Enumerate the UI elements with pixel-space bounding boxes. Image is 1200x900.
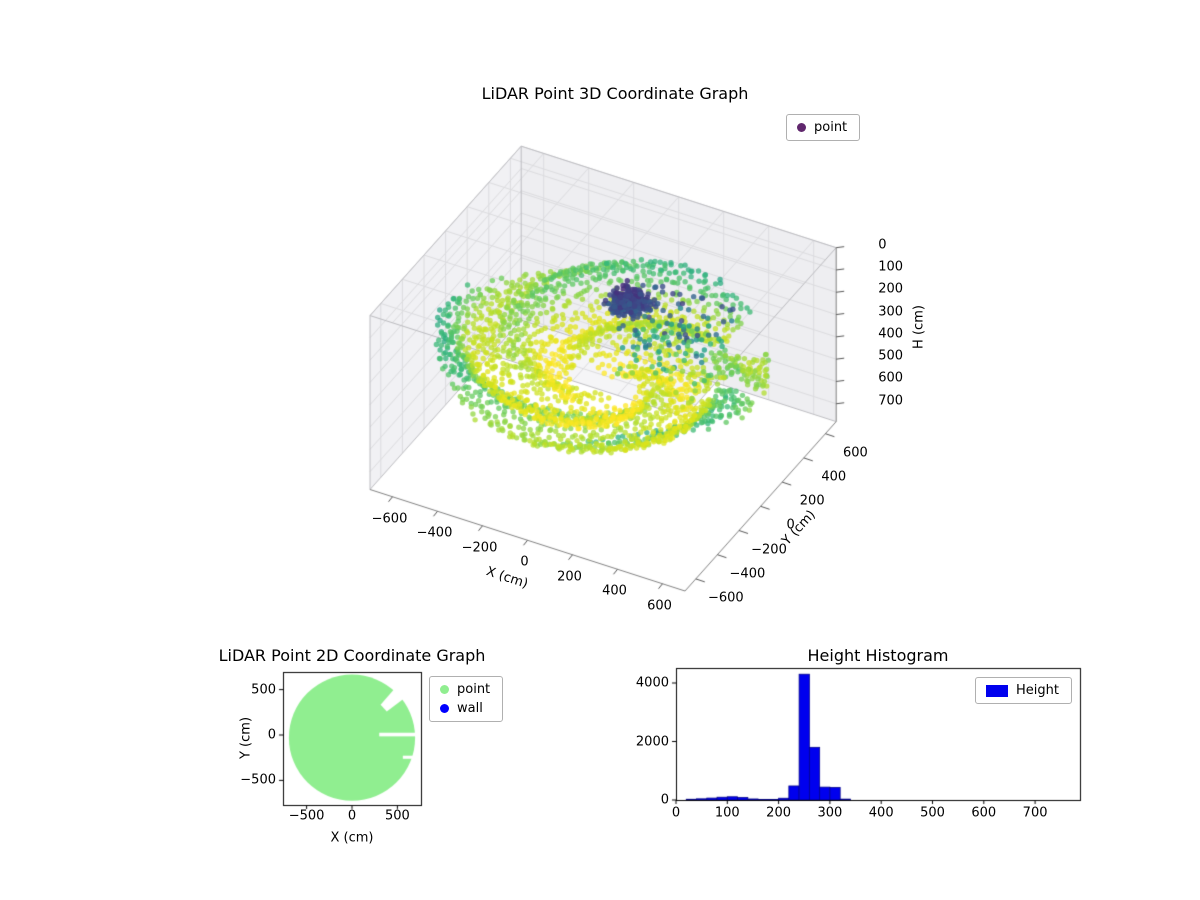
hist-x-tick-label: 200 — [766, 805, 792, 821]
3d-y-tick-label: −600 — [707, 590, 744, 606]
2d-y-tick-label: 0 — [267, 727, 276, 743]
legend-label-point-3d: point — [814, 120, 848, 135]
2d-y-tick-label: 500 — [251, 682, 276, 698]
3d-h-tick-label: 200 — [878, 281, 904, 297]
3d-h-tick-label: 600 — [878, 370, 904, 386]
3d-h-tick-label: 400 — [878, 326, 904, 342]
hist-x-tick-label: 400 — [868, 805, 894, 821]
axis-label-x-2d: X (cm) — [330, 830, 374, 846]
legend-entry-height: Height — [986, 683, 1059, 698]
legend-label-height: Height — [1016, 683, 1059, 698]
chart-title-3d: LiDAR Point 3D Coordinate Graph — [481, 84, 749, 103]
hist-y-tick-label: 0 — [660, 792, 669, 808]
height-swatch-icon — [986, 684, 1008, 697]
3d-y-tick-label: 400 — [821, 469, 847, 485]
3d-y-tick-label: 200 — [799, 493, 825, 509]
hist-y-tick-label: 2000 — [635, 734, 669, 749]
3d-h-tick-label: 700 — [878, 393, 904, 409]
2d-x-tick-label: 500 — [384, 808, 410, 824]
3d-x-tick-label: −600 — [371, 511, 408, 527]
3d-h-tick-label: 100 — [878, 259, 904, 275]
hist-y-tick-label: 4000 — [635, 675, 669, 691]
hist-x-tick-label: 0 — [671, 805, 681, 821]
3d-y-tick-label: 600 — [842, 445, 868, 461]
3d-y-tick-label: −200 — [751, 542, 787, 557]
3d-h-tick-label: 500 — [878, 348, 904, 364]
hist-x-tick-label: 100 — [714, 805, 740, 821]
legend-2d: point wall — [429, 676, 504, 722]
axis-label-y-2d: Y (cm) — [238, 716, 254, 760]
3d-x-tick-label: 0 — [520, 554, 529, 570]
legend-3d: point — [786, 114, 861, 141]
chart-title-2d: LiDAR Point 2D Coordinate Graph — [218, 646, 486, 665]
hist-x-tick-label: 300 — [817, 805, 843, 821]
3d-x-tick-label: 200 — [557, 569, 582, 585]
legend-label-wall-2d: wall — [457, 701, 483, 716]
legend-entry-point-3d: point — [797, 120, 847, 135]
3d-y-tick-label: 0 — [786, 517, 795, 533]
legend-entry-point-2d: point — [440, 682, 490, 697]
legend-label-point-2d: point — [457, 682, 491, 697]
point-marker-icon — [797, 123, 806, 132]
point-marker-icon — [440, 685, 449, 694]
legend-entry-wall-2d: wall — [440, 701, 490, 716]
2d-x-tick-label: 0 — [347, 808, 357, 824]
3d-h-tick-label: 0 — [878, 237, 887, 253]
3d-x-tick-label: −400 — [416, 525, 453, 541]
3d-x-tick-label: 600 — [647, 598, 672, 614]
chart-title-histogram: Height Histogram — [807, 646, 949, 665]
hist-x-tick-label: 500 — [920, 805, 945, 821]
3d-y-tick-label: −400 — [729, 566, 766, 582]
axis-label-h-3d: H (cm) — [911, 305, 927, 349]
2d-x-tick-label: −500 — [288, 808, 325, 824]
3d-h-tick-label: 300 — [878, 304, 904, 320]
3d-x-tick-label: −200 — [461, 540, 498, 556]
3d-x-tick-label: 400 — [602, 583, 627, 599]
legend-histogram: Height — [975, 677, 1072, 704]
hist-x-tick-label: 600 — [971, 805, 997, 821]
hist-x-tick-label: 700 — [1022, 805, 1048, 821]
2d-y-tick-label: −500 — [240, 772, 276, 788]
wall-marker-icon — [440, 704, 449, 713]
